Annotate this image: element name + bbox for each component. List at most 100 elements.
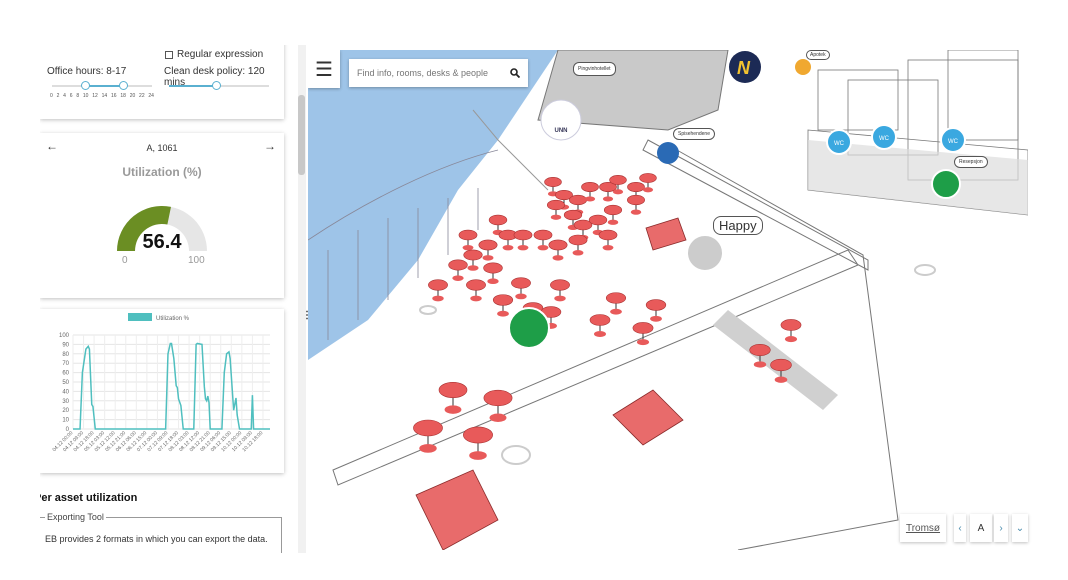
desk[interactable] — [492, 294, 514, 306]
desk[interactable] — [533, 229, 553, 241]
slider-handle-end[interactable] — [119, 81, 128, 90]
gauge-value: 56.4 — [142, 231, 182, 253]
hour-tick: 14 — [101, 93, 108, 99]
desk[interactable] — [627, 194, 645, 206]
desk[interactable] — [548, 239, 568, 251]
logo-n-icon[interactable] — [729, 51, 761, 83]
desk[interactable] — [466, 279, 486, 291]
export-text: EB provides 2 formats in which you can e… — [45, 534, 268, 544]
map-canvas[interactable]: N WC WC WC UNN — [308, 50, 1028, 550]
desk-base — [467, 265, 479, 271]
desk[interactable] — [588, 214, 608, 226]
slider-handle-start[interactable] — [81, 81, 90, 90]
prev-floor-button[interactable]: ‹ — [954, 514, 966, 542]
desk[interactable] — [448, 259, 468, 271]
office-hours-slider[interactable] — [52, 81, 152, 90]
desk-base — [753, 361, 767, 368]
legend-swatch[interactable] — [128, 313, 152, 321]
desk[interactable] — [598, 229, 618, 241]
desk-base — [432, 295, 444, 302]
scrollbar[interactable] — [298, 45, 306, 553]
desk-base — [612, 189, 624, 195]
desk[interactable] — [568, 234, 588, 246]
search-icon[interactable] — [510, 68, 520, 78]
y-tick-label: 10 — [62, 418, 69, 424]
avatar[interactable] — [686, 234, 724, 272]
search-input[interactable] — [357, 68, 510, 78]
svg-text:N: N — [737, 58, 751, 78]
next-floor-button[interactable]: › — [994, 514, 1008, 542]
left-panel: Regular expression Office hours: 8-17 Cl… — [40, 45, 298, 553]
desk[interactable] — [639, 173, 657, 183]
slider-handle[interactable] — [212, 81, 221, 90]
desk[interactable] — [573, 219, 593, 231]
hour-tick: 6 — [69, 93, 73, 99]
checkbox-box[interactable] — [165, 50, 173, 59]
scrollbar-thumb[interactable] — [298, 95, 305, 175]
desk-base — [482, 255, 494, 261]
clean-desk-slider[interactable] — [169, 81, 269, 90]
desk[interactable] — [463, 249, 483, 261]
desk[interactable] — [627, 182, 645, 192]
desk[interactable] — [546, 199, 566, 211]
desk[interactable] — [511, 277, 531, 289]
next-arrow-icon[interactable]: → — [264, 139, 276, 153]
desk-base — [554, 295, 566, 302]
kitchen-icon[interactable] — [657, 142, 679, 164]
desk[interactable] — [478, 239, 498, 251]
desk[interactable] — [550, 279, 570, 291]
menu-button[interactable]: ☰ — [308, 50, 340, 88]
desk[interactable] — [563, 209, 583, 221]
desk-base — [602, 244, 614, 251]
wc-icon[interactable] — [826, 129, 852, 155]
reception-icon[interactable] — [931, 169, 961, 199]
desk[interactable] — [749, 344, 771, 356]
gauge-max: 100 — [188, 255, 205, 266]
hour-tick: 16 — [110, 93, 117, 99]
y-tick-label: 70 — [62, 361, 69, 367]
desk[interactable] — [581, 182, 599, 192]
prev-arrow-icon[interactable]: ← — [46, 139, 58, 153]
desk[interactable] — [770, 358, 792, 372]
desk-base — [630, 209, 642, 215]
building-button[interactable]: Tromsø — [900, 514, 946, 542]
section-title: Per asset utilization — [40, 492, 138, 504]
desk[interactable] — [645, 299, 667, 311]
office-hours-label: Office hours: 8-17 — [47, 66, 127, 77]
unn-label: UNN — [555, 128, 568, 134]
label-spisehendene: Spisehendene — [673, 128, 715, 140]
desk-booking-icon[interactable] — [508, 307, 550, 349]
desk[interactable] — [555, 189, 573, 201]
desk[interactable] — [544, 177, 562, 187]
desk[interactable] — [463, 426, 493, 444]
desk[interactable] — [569, 194, 587, 206]
info-icon[interactable] — [795, 59, 811, 75]
desk[interactable] — [428, 279, 448, 291]
desk[interactable] — [458, 229, 478, 241]
resize-handle-icon[interactable]: ⋮ — [302, 310, 312, 321]
search-box[interactable] — [349, 59, 528, 87]
floor-map[interactable]: N WC WC WC UNN Pingvinhotellet Spisehend… — [308, 50, 1028, 550]
desk[interactable] — [488, 214, 508, 226]
hour-ticks: 0 2 4 6 8 10 12 14 16 18 20 22 24 — [50, 93, 154, 99]
desk-base — [650, 315, 662, 322]
desk[interactable] — [632, 322, 654, 334]
wc-icon[interactable] — [940, 127, 966, 153]
desk[interactable] — [438, 381, 468, 399]
regex-checkbox[interactable]: Regular expression — [165, 49, 263, 60]
floor-dropdown-button[interactable]: ⌄ — [1012, 514, 1028, 542]
desk[interactable] — [413, 419, 443, 437]
desk[interactable] — [603, 204, 623, 216]
y-tick-label: 80 — [62, 352, 69, 358]
desk[interactable] — [609, 175, 627, 185]
wc-icon[interactable] — [871, 124, 897, 150]
desk[interactable] — [483, 262, 503, 274]
desk[interactable] — [605, 292, 627, 304]
hour-tick: 0 — [50, 93, 53, 99]
desk[interactable] — [483, 389, 513, 407]
desk[interactable] — [513, 229, 533, 241]
desk[interactable] — [589, 314, 611, 326]
desk[interactable] — [780, 319, 802, 331]
desk[interactable] — [599, 182, 617, 192]
label-resepsjon: Resepsjon — [954, 156, 988, 168]
